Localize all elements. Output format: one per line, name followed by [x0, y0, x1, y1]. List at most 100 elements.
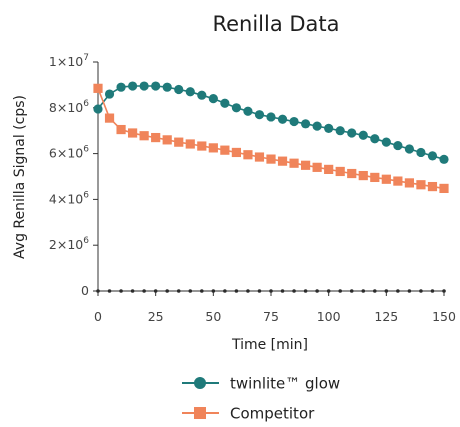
- data-point: [153, 289, 158, 293]
- data-point: [289, 158, 299, 168]
- data-point: [174, 137, 184, 147]
- data-point: [116, 124, 126, 135]
- data-point: [234, 289, 239, 293]
- data-point: [188, 289, 193, 293]
- y-axis-label: Avg Renilla Signal (cps): [12, 95, 28, 259]
- data-point: [393, 176, 403, 186]
- data-point: [384, 289, 389, 293]
- data-point: [338, 289, 343, 293]
- data-point: [246, 289, 250, 293]
- data-point: [404, 178, 414, 188]
- data-point: [269, 289, 273, 293]
- data-point: [139, 131, 149, 141]
- data-point: [208, 143, 218, 153]
- data-point: [220, 98, 230, 108]
- x-tick-label: 25: [148, 309, 164, 324]
- data-point: [430, 289, 435, 293]
- legend-label: twinlite™ glow: [230, 375, 340, 393]
- data-point: [427, 181, 438, 192]
- series-line: [97, 88, 445, 190]
- data-point: [231, 147, 241, 158]
- x-tick-label: 50: [205, 309, 221, 324]
- data-point: [119, 289, 123, 293]
- legend-label: Competitor: [230, 405, 315, 423]
- data-point: [277, 114, 288, 124]
- data-point: [312, 162, 322, 172]
- data-point: [427, 151, 438, 161]
- x-tick-label: 75: [263, 309, 279, 324]
- data-point: [358, 170, 368, 181]
- y-tick-label: 6×106: [49, 145, 89, 161]
- data-point: [381, 137, 391, 147]
- data-point: [292, 289, 296, 293]
- data-point: [373, 289, 377, 293]
- data-point: [257, 289, 262, 293]
- data-point: [185, 87, 195, 97]
- data-point: [162, 135, 172, 145]
- data-point: [211, 289, 216, 293]
- data-point: [301, 119, 311, 129]
- data-point: [107, 289, 112, 293]
- data-point: [347, 128, 357, 138]
- x-tick-label: 100: [317, 309, 341, 324]
- data-point: [254, 152, 265, 162]
- data-point: [442, 289, 446, 293]
- legend-item: Competitor: [182, 405, 315, 423]
- series-0: [93, 81, 449, 164]
- data-point: [404, 144, 414, 154]
- y-tick-label: 1×107: [49, 53, 89, 69]
- x-tick-label: 150: [432, 309, 456, 324]
- series-layer: [93, 81, 449, 293]
- data-point: [130, 289, 135, 293]
- data-point: [324, 164, 334, 175]
- data-point: [335, 166, 345, 177]
- y-tick-label: 2×106: [49, 236, 89, 252]
- data-point: [197, 90, 207, 100]
- data-point: [266, 154, 276, 164]
- data-point: [151, 81, 161, 91]
- data-point: [243, 106, 253, 116]
- data-point: [104, 89, 115, 99]
- data-point: [254, 110, 265, 120]
- data-point: [174, 84, 184, 95]
- data-point: [289, 116, 299, 127]
- data-point: [223, 289, 227, 293]
- data-point: [243, 150, 253, 160]
- data-point: [185, 139, 195, 149]
- data-point: [361, 289, 366, 293]
- data-point: [324, 123, 334, 134]
- data-point: [162, 82, 172, 92]
- data-point: [197, 141, 207, 151]
- data-point: [381, 174, 391, 184]
- data-point: [370, 172, 380, 183]
- data-point: [220, 145, 230, 155]
- data-point: [416, 147, 426, 158]
- series-line: [97, 85, 445, 161]
- data-point: [407, 289, 412, 293]
- data-point: [231, 103, 241, 113]
- data-point: [335, 126, 345, 136]
- data-point: [93, 83, 103, 93]
- data-point: [358, 130, 368, 140]
- data-point: [393, 140, 403, 151]
- y-tick-label: 0: [81, 283, 89, 298]
- series-1: [93, 83, 449, 194]
- data-point: [347, 168, 357, 179]
- data-point: [349, 289, 354, 293]
- data-point: [142, 289, 146, 293]
- x-tick-label: 0: [94, 309, 102, 324]
- data-point: [176, 289, 181, 293]
- data-point: [326, 289, 331, 293]
- data-point: [128, 81, 138, 91]
- data-point: [301, 160, 311, 170]
- data-point: [93, 104, 103, 114]
- data-point: [165, 289, 169, 293]
- data-point: [104, 113, 115, 123]
- data-point: [116, 82, 126, 92]
- data-point: [370, 134, 380, 144]
- x-tick-label: 125: [374, 309, 398, 324]
- data-point: [439, 183, 449, 194]
- data-point: [416, 180, 426, 190]
- data-point: [280, 289, 285, 293]
